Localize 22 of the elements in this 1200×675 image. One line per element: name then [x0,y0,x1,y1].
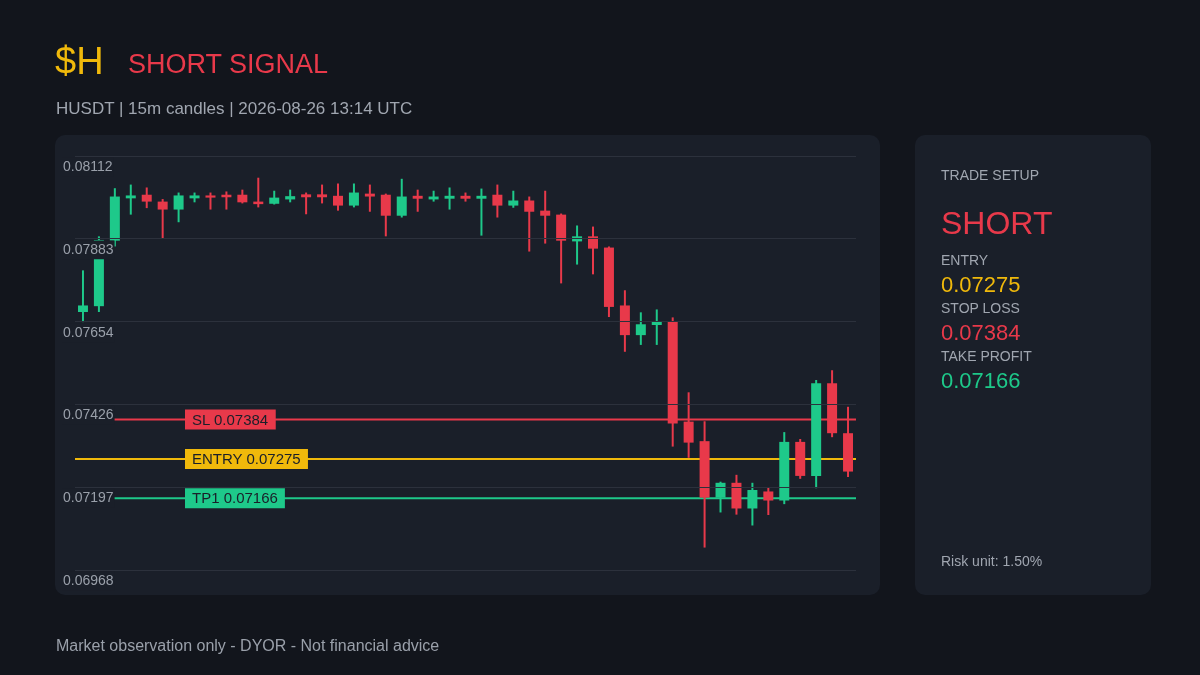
text: SHORT [941,205,1053,242]
y-tick-label: 0.07654 [63,323,114,340]
y-tick-label: 0.07197 [63,488,114,505]
chart-subtitle: HUSDT | 15m candles | 2026-08-26 13:14 UTC [56,99,413,119]
y-tick-label: 0.07426 [63,406,114,423]
text: TAKE PROFIT [941,348,1032,364]
text: 0.07384 [941,320,1021,346]
chart-title: $H [55,40,104,83]
text: 0.07275 [941,272,1021,298]
text: Market observation only - DYOR - Not financial advice [56,637,440,655]
y-tick-label: 0.07883 [63,240,114,257]
text: 0.07166 [941,368,1021,394]
text: SHORT SIGNAL [128,49,329,80]
y-tick-label: 0.08112 [63,157,113,174]
text: TRADE SETUP [941,167,1040,183]
text: STOP LOSS [941,300,1020,316]
ref-line-label: TP1 0.07166 [192,489,278,507]
text: Risk unit: 1.50% [941,553,1043,569]
text: ENTRY [941,252,989,268]
ref-line-label: SL 0.07384 [192,410,269,428]
y-tick-label: 0.06968 [63,571,114,588]
ref-line-label: ENTRY 0.07275 [192,450,301,468]
